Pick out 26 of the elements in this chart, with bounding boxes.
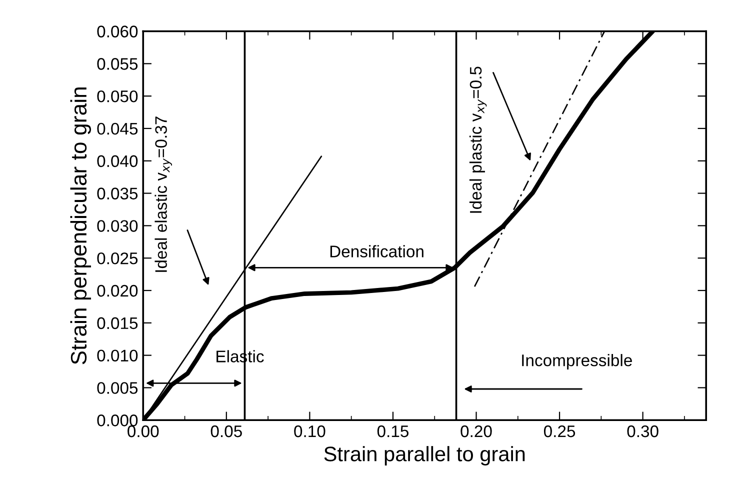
y-tick-label: 0.035: [97, 188, 138, 200]
x-tick-label: 0.15: [377, 425, 408, 438]
y-tick-label: 0.045: [97, 122, 138, 135]
y-tick-label: 0.015: [97, 317, 138, 330]
annotation: Ideal plastic v$_{xy}$=0.5: [469, 66, 487, 213]
annotation: Densification: [330, 245, 424, 258]
y-tick-label: 0.060: [97, 26, 138, 38]
y-tick-label: 0.030: [97, 220, 138, 232]
y-tick-label: 0.025: [97, 252, 138, 264]
x-axis-title: Strain parallel to grain: [324, 446, 525, 466]
y-tick-label: 0.005: [97, 382, 138, 394]
x-tick-label: 0.05: [210, 425, 242, 438]
y-tick-label: 0.000: [97, 414, 138, 426]
x-tick-label: 0.30: [627, 425, 658, 438]
x-tick-label: 0.10: [294, 425, 326, 438]
y-tick-label: 0.050: [97, 90, 138, 102]
x-tick-label: 0.00: [128, 425, 159, 438]
annotation: Ideal elastic v$_{xy}$=0.37: [154, 116, 172, 272]
y-tick-label: 0.055: [97, 58, 138, 70]
x-tick-label: 0.20: [460, 425, 492, 438]
y-axis-title: Strain perpendicular to grain: [70, 88, 92, 364]
y-tick-label: 0.040: [97, 155, 138, 168]
annotation: Incompressible: [522, 354, 632, 370]
y-tick-label: 0.010: [97, 350, 138, 362]
x-tick-label: 0.25: [544, 425, 576, 438]
y-tick-label: 0.020: [97, 284, 138, 297]
